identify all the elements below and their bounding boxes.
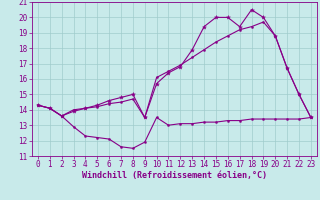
X-axis label: Windchill (Refroidissement éolien,°C): Windchill (Refroidissement éolien,°C) (82, 171, 267, 180)
